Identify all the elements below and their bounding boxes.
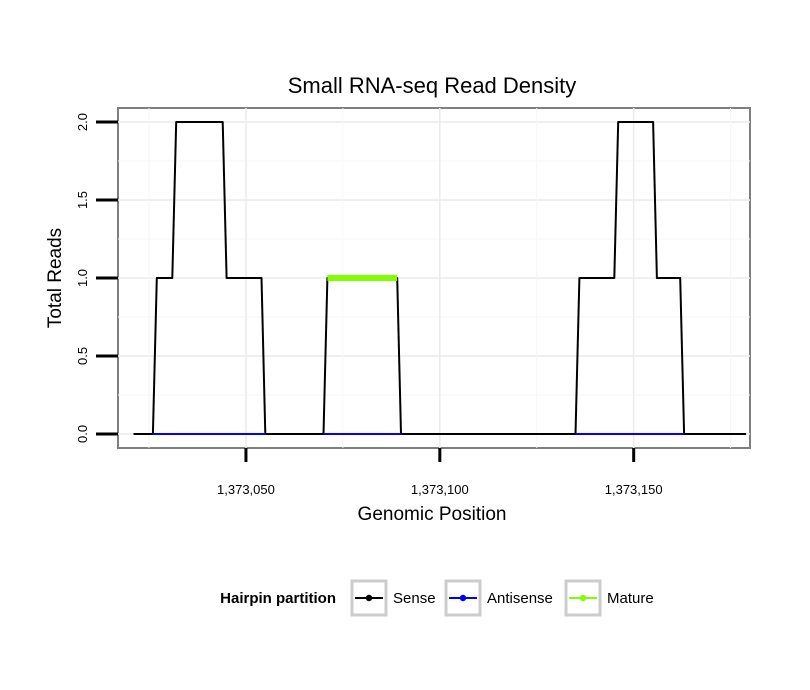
- legend-items: Sense Antisense Mature: [350, 579, 654, 617]
- y-tick-label: 0.0: [75, 425, 90, 443]
- x-tick-label: 1,373,150: [605, 482, 663, 497]
- legend-label-antisense: Antisense: [487, 590, 553, 607]
- series-group: [133, 121, 747, 435]
- axes: 1,373,050 1,373,100 1,373,150 0.0 0.5 1.0 1.5 2…: [75, 113, 663, 497]
- chart-title: Small RNA-seq Read Density: [288, 73, 577, 98]
- legend-key-point: [579, 594, 587, 602]
- legend-key-point: [365, 594, 373, 602]
- y-tick-label: 1.0: [75, 269, 90, 287]
- legend-title: Hairpin partition: [220, 590, 336, 607]
- legend-key-point: [459, 594, 467, 602]
- x-axis-title: Genomic Position: [358, 504, 507, 525]
- x-tick-label: 1,373,100: [411, 482, 469, 497]
- y-tick-label: 1.5: [75, 191, 90, 209]
- y-tick-label: 2.0: [75, 113, 90, 131]
- y-tick-label: 0.5: [75, 347, 90, 365]
- x-tick-label: 1,373,050: [217, 482, 275, 497]
- legend-label-sense: Sense: [393, 590, 436, 607]
- legend-label-mature: Mature: [607, 590, 654, 607]
- y-axis-title: Total Reads: [45, 228, 66, 328]
- legend: Hairpin partition Sense Antisense Mature: [220, 579, 654, 617]
